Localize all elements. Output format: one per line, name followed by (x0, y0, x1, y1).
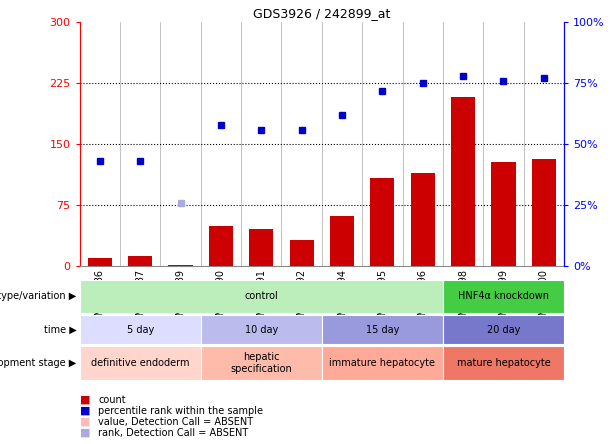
Bar (443, 315, 564, 344)
Bar (209, 226, 233, 266)
Text: HNF4α knockdown: HNF4α knockdown (458, 291, 549, 301)
Text: percentile rank within the sample: percentile rank within the sample (98, 406, 263, 416)
Bar (322, 315, 443, 344)
Text: rank, Detection Call = ABSENT: rank, Detection Call = ABSENT (98, 428, 248, 438)
Text: definitive endoderm: definitive endoderm (91, 358, 189, 368)
Bar (531, 159, 556, 266)
Bar (443, 346, 564, 380)
Text: ■: ■ (80, 395, 90, 404)
Bar (451, 97, 475, 266)
Bar (289, 240, 314, 266)
Bar (443, 280, 564, 313)
Bar (322, 346, 443, 380)
Bar (169, 265, 192, 266)
Text: mature hepatocyte: mature hepatocyte (457, 358, 550, 368)
Text: immature hepatocyte: immature hepatocyte (329, 358, 435, 368)
Text: genotype/variation ▶: genotype/variation ▶ (0, 291, 77, 301)
Text: control: control (245, 291, 278, 301)
Text: development stage ▶: development stage ▶ (0, 358, 77, 368)
Title: GDS3926 / 242899_at: GDS3926 / 242899_at (253, 7, 390, 20)
Text: ■: ■ (80, 406, 90, 416)
Text: time ▶: time ▶ (44, 325, 77, 335)
Text: 20 day: 20 day (487, 325, 520, 335)
Bar (370, 178, 395, 266)
Text: value, Detection Call = ABSENT: value, Detection Call = ABSENT (98, 417, 253, 427)
Text: 15 day: 15 day (366, 325, 399, 335)
Bar (411, 173, 435, 266)
Text: count: count (98, 395, 126, 404)
Bar (80, 280, 443, 313)
Bar (88, 258, 112, 266)
Bar (128, 256, 153, 266)
Bar (249, 229, 273, 266)
Bar (201, 346, 322, 380)
Bar (80, 346, 201, 380)
Bar (330, 216, 354, 266)
Text: ■: ■ (80, 428, 90, 438)
Bar (80, 315, 201, 344)
Text: 10 day: 10 day (245, 325, 278, 335)
Text: 5 day: 5 day (127, 325, 154, 335)
Text: ■: ■ (80, 417, 90, 427)
Bar (492, 162, 516, 266)
Bar (201, 315, 322, 344)
Text: hepatic
specification: hepatic specification (230, 352, 292, 374)
